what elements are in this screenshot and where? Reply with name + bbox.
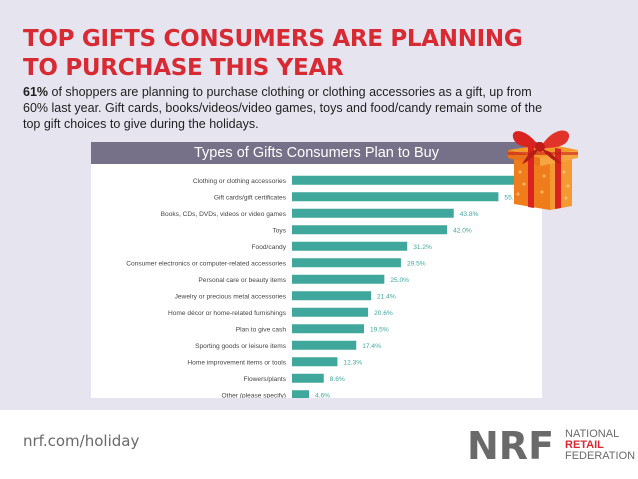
data-label: 29.5% bbox=[407, 260, 426, 267]
headline-line-2: TO PURCHASE THIS YEAR bbox=[23, 55, 344, 81]
bar bbox=[292, 373, 324, 383]
category-label: Other (please specify) bbox=[222, 392, 287, 398]
bar bbox=[292, 225, 448, 235]
bar bbox=[292, 175, 518, 185]
intro-highlight: 61% bbox=[23, 85, 49, 99]
nrf-logo-words: NATIONAL RETAIL FEDERATION bbox=[565, 429, 635, 462]
data-label: 55.9% bbox=[504, 194, 523, 201]
data-label: 20.6% bbox=[374, 310, 393, 317]
nrf-mark-text: NRF bbox=[467, 425, 554, 465]
category-label: Home improvement items or tools bbox=[187, 359, 286, 366]
data-label: 8.6% bbox=[330, 376, 345, 383]
data-label: 21.4% bbox=[377, 293, 396, 300]
chart-title: Types of Gifts Consumers Plan to Buy bbox=[91, 142, 542, 164]
footer-url[interactable]: nrf.com/holiday bbox=[23, 432, 140, 450]
category-label: Personal care or beauty items bbox=[198, 277, 286, 284]
bar bbox=[292, 357, 338, 367]
bar bbox=[292, 192, 499, 202]
category-label: Consumer electronics or computer-related… bbox=[126, 260, 286, 267]
chart-panel: Types of Gifts Consumers Plan to Buy Clo… bbox=[91, 142, 542, 398]
bar bbox=[292, 208, 454, 218]
logo-line-2: RETAIL bbox=[565, 439, 604, 451]
category-label: Books, CDs, DVDs, videos or video games bbox=[161, 211, 287, 218]
bar bbox=[292, 291, 372, 301]
bar bbox=[292, 307, 369, 317]
intro-text: of shoppers are planning to purchase clo… bbox=[23, 85, 543, 131]
nrf-logo: NRF NATIONAL RETAIL FEDERATION bbox=[467, 424, 635, 468]
bar bbox=[292, 258, 401, 268]
logo-line-3: FEDERATION bbox=[565, 450, 636, 462]
category-label: Clothing or clothing accessories bbox=[193, 178, 287, 185]
bar bbox=[292, 324, 365, 334]
data-label: 42.0% bbox=[453, 227, 472, 234]
category-label: Sporting goods or leisure items bbox=[195, 343, 287, 350]
bar bbox=[292, 390, 309, 398]
bar bbox=[292, 241, 408, 251]
category-label: Flowers/plants bbox=[243, 376, 286, 383]
logo-line-1: NATIONAL bbox=[565, 428, 620, 440]
category-label: Gift cards/gift certificates bbox=[214, 194, 287, 201]
intro-paragraph: 61% of shoppers are planning to purchase… bbox=[23, 84, 553, 132]
nrf-logo-mark: NRF bbox=[467, 424, 554, 468]
headline-line-1: TOP GIFTS CONSUMERS ARE PLANNING bbox=[23, 26, 523, 52]
headline: TOP GIFTS CONSUMERS ARE PLANNING TO PURC… bbox=[23, 25, 523, 83]
bar-chart: Clothing or clothing accessories61.2%Gif… bbox=[126, 175, 542, 398]
category-label: Home décor or home-related furnishings bbox=[168, 310, 287, 317]
category-label: Plan to give cash bbox=[236, 326, 287, 333]
category-label: Toys bbox=[272, 227, 286, 234]
category-label: Jewelry or precious metal accessories bbox=[175, 293, 287, 300]
data-label: 12.3% bbox=[343, 359, 362, 366]
data-label: 31.2% bbox=[413, 244, 432, 251]
bar bbox=[292, 340, 357, 350]
data-label: 25.0% bbox=[390, 277, 409, 284]
data-label: 17.4% bbox=[362, 343, 381, 350]
data-label: 43.8% bbox=[460, 211, 479, 218]
data-label: 4.6% bbox=[315, 392, 330, 398]
category-label: Food/candy bbox=[252, 244, 287, 251]
footer: nrf.com/holiday NRF NATIONAL RETAIL FEDE… bbox=[0, 410, 638, 479]
data-label: 19.5% bbox=[370, 326, 389, 333]
gift-box-icon bbox=[508, 130, 578, 210]
bar bbox=[292, 274, 385, 284]
